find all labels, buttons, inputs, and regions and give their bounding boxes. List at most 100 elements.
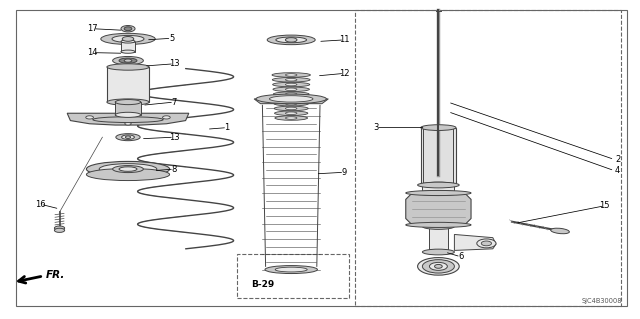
Ellipse shape <box>54 228 65 232</box>
Ellipse shape <box>268 35 315 45</box>
Ellipse shape <box>275 106 308 111</box>
Ellipse shape <box>107 64 149 70</box>
Ellipse shape <box>285 102 297 105</box>
Bar <box>429 226 448 252</box>
Text: SJC4B30008: SJC4B30008 <box>582 298 622 304</box>
Ellipse shape <box>276 37 307 43</box>
Text: 4: 4 <box>615 166 620 175</box>
Ellipse shape <box>421 182 456 188</box>
Text: 1: 1 <box>225 123 230 132</box>
Text: 13: 13 <box>169 59 179 68</box>
Ellipse shape <box>273 82 310 87</box>
Ellipse shape <box>273 92 309 96</box>
Polygon shape <box>67 113 189 125</box>
Ellipse shape <box>113 166 143 173</box>
Text: B-29: B-29 <box>251 280 274 289</box>
Ellipse shape <box>269 96 313 102</box>
Ellipse shape <box>115 100 141 105</box>
Ellipse shape <box>285 112 297 115</box>
Polygon shape <box>454 234 496 250</box>
Ellipse shape <box>274 101 308 106</box>
Ellipse shape <box>418 258 460 275</box>
Bar <box>424 128 454 185</box>
Text: 13: 13 <box>169 133 179 142</box>
Text: 5: 5 <box>169 34 174 43</box>
Ellipse shape <box>285 107 297 110</box>
Ellipse shape <box>275 116 307 120</box>
Ellipse shape <box>122 135 134 139</box>
Text: 15: 15 <box>600 201 610 210</box>
Ellipse shape <box>121 50 135 53</box>
Text: 11: 11 <box>339 35 349 44</box>
Text: 12: 12 <box>339 69 349 78</box>
Ellipse shape <box>274 97 309 101</box>
Ellipse shape <box>113 56 143 65</box>
Ellipse shape <box>54 226 65 230</box>
Ellipse shape <box>285 93 297 95</box>
Ellipse shape <box>121 26 135 32</box>
Ellipse shape <box>406 190 471 196</box>
Bar <box>115 102 141 115</box>
Ellipse shape <box>115 112 141 117</box>
Bar <box>237 254 349 298</box>
Ellipse shape <box>99 164 157 174</box>
Ellipse shape <box>163 116 170 119</box>
Ellipse shape <box>125 122 131 125</box>
Ellipse shape <box>273 87 310 92</box>
Ellipse shape <box>101 33 155 44</box>
Ellipse shape <box>285 88 297 91</box>
Ellipse shape <box>119 58 137 63</box>
Ellipse shape <box>119 167 137 171</box>
Ellipse shape <box>86 168 170 181</box>
Text: 7: 7 <box>172 98 177 107</box>
Ellipse shape <box>481 241 492 246</box>
Ellipse shape <box>285 74 297 76</box>
Ellipse shape <box>125 136 131 138</box>
Ellipse shape <box>422 249 454 255</box>
Text: 16: 16 <box>35 200 45 209</box>
Ellipse shape <box>285 117 297 119</box>
Ellipse shape <box>429 262 447 270</box>
Ellipse shape <box>86 161 170 177</box>
Text: 3: 3 <box>374 123 379 132</box>
Text: FR.: FR. <box>46 270 65 280</box>
Ellipse shape <box>124 27 132 31</box>
Ellipse shape <box>272 78 310 82</box>
Ellipse shape <box>477 239 496 248</box>
Text: 6: 6 <box>458 252 463 261</box>
Ellipse shape <box>256 94 326 104</box>
Ellipse shape <box>422 260 454 273</box>
Ellipse shape <box>418 182 460 188</box>
Bar <box>107 67 149 102</box>
Bar <box>355 10 621 306</box>
Ellipse shape <box>122 37 134 41</box>
Ellipse shape <box>275 267 307 272</box>
Ellipse shape <box>107 99 149 105</box>
Polygon shape <box>254 99 328 104</box>
Ellipse shape <box>272 73 310 77</box>
Ellipse shape <box>112 35 144 42</box>
Ellipse shape <box>422 224 454 229</box>
Text: 17: 17 <box>88 24 98 33</box>
Ellipse shape <box>421 125 456 130</box>
Bar <box>422 183 454 193</box>
Ellipse shape <box>418 190 460 196</box>
Ellipse shape <box>285 98 297 100</box>
Ellipse shape <box>265 265 317 273</box>
Text: 14: 14 <box>88 48 98 57</box>
Ellipse shape <box>550 228 570 234</box>
Ellipse shape <box>285 78 297 81</box>
Bar <box>121 41 135 52</box>
Ellipse shape <box>285 38 297 42</box>
Text: 9: 9 <box>342 168 347 177</box>
Ellipse shape <box>435 264 442 268</box>
Text: 8: 8 <box>172 165 177 174</box>
Ellipse shape <box>93 117 163 122</box>
Ellipse shape <box>406 222 471 227</box>
Text: 2: 2 <box>615 155 620 164</box>
Ellipse shape <box>121 40 135 43</box>
Bar <box>421 128 456 185</box>
Ellipse shape <box>86 116 93 119</box>
Ellipse shape <box>124 59 132 62</box>
Ellipse shape <box>275 111 308 115</box>
